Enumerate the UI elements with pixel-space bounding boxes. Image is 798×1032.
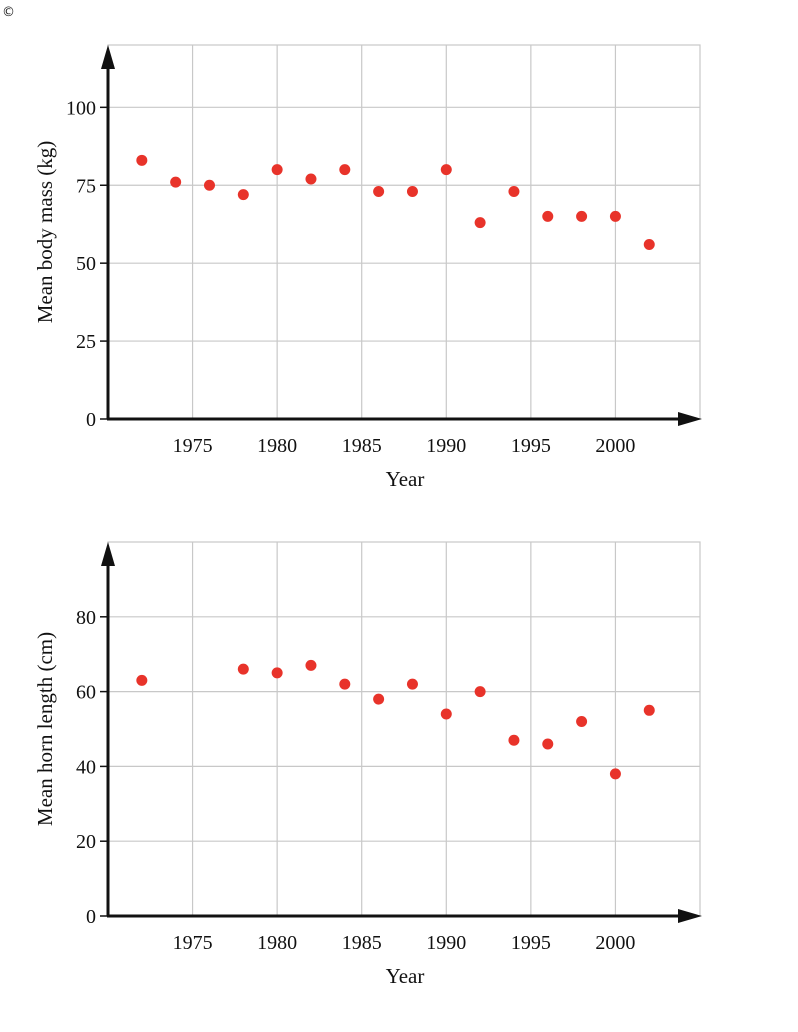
mass-data-point — [203, 179, 215, 191]
horn-x-axis-label: Year — [386, 964, 425, 988]
horn-x-tick-label: 2000 — [595, 932, 635, 954]
mass-y-tick-label: 75 — [76, 175, 96, 197]
horn-data-point — [271, 667, 283, 679]
horn-y-tick-label: 0 — [86, 906, 96, 928]
mass-data-point — [271, 164, 283, 176]
horn-x-tick-label: 1975 — [173, 932, 213, 954]
horn-x-axis-arrow — [678, 909, 702, 923]
horn-length-chart: 1975 1980 1985 1990 1995 2000 0 20 40 60 80 Year Mea… — [33, 541, 702, 988]
mass-grid-frame — [107, 44, 701, 420]
horn-data-point — [609, 768, 621, 780]
horn-y-tick-label: 40 — [76, 756, 96, 778]
horn-data-point — [643, 704, 655, 716]
copyright-symbol: © — [2, 5, 15, 20]
horn-y-axis-label: Mean horn length (cm) — [33, 632, 57, 826]
mass-data-point — [305, 173, 317, 185]
horn-data-point — [136, 674, 148, 686]
mass-x-tick-label: 1985 — [342, 435, 382, 457]
mass-data-point — [542, 210, 554, 222]
mass-data-point — [136, 154, 148, 166]
mass-x-tick-label: 1980 — [257, 435, 297, 457]
mass-data-point — [373, 185, 385, 197]
horn-y-axis-arrow — [101, 542, 115, 566]
horn-x-tick-label: 1990 — [426, 932, 466, 954]
mass-data-point — [576, 210, 588, 222]
horn-y-tick-label: 60 — [76, 682, 96, 704]
mass-data-point — [339, 164, 351, 176]
mass-x-tick-label: 1975 — [173, 435, 213, 457]
mass-data-point — [170, 176, 182, 188]
mass-data-point — [237, 189, 249, 201]
horn-grid-frame — [107, 541, 701, 917]
horn-data-point — [508, 734, 520, 746]
mass-data-point — [508, 185, 520, 197]
horn-data-point — [542, 738, 554, 750]
mass-data-point — [643, 238, 655, 250]
horn-y-tick-label: 20 — [76, 831, 96, 853]
horn-data-point — [373, 693, 385, 705]
horn-x-tick-label: 1980 — [257, 932, 297, 954]
horn-data-point — [440, 708, 452, 720]
mass-x-tick-label: 1990 — [426, 435, 466, 457]
body-mass-chart: 1975 1980 1985 1990 1995 2000 0 25 50 75 100 Year Me… — [33, 44, 702, 491]
horn-data-point — [339, 678, 351, 690]
mass-data-point — [474, 217, 486, 229]
mass-x-axis-label: Year — [386, 467, 425, 491]
horn-x-tick-label: 1995 — [511, 932, 551, 954]
horn-data-point — [474, 686, 486, 698]
mass-x-axis-arrow — [678, 412, 702, 426]
mass-x-tick-label: 1995 — [511, 435, 551, 457]
mass-data-point — [609, 210, 621, 222]
mass-y-tick-label: 100 — [66, 97, 96, 119]
horn-data-point — [305, 659, 317, 671]
horn-y-tick-label: 80 — [76, 607, 96, 629]
mass-y-axis-arrow — [101, 45, 115, 69]
mass-data-point — [440, 164, 452, 176]
mass-y-tick-label: 0 — [86, 409, 96, 431]
mass-y-tick-label: 25 — [76, 331, 96, 353]
horn-x-tick-label: 1985 — [342, 932, 382, 954]
mass-y-tick-label: 50 — [76, 253, 96, 275]
horn-data-point — [576, 716, 588, 728]
mass-x-tick-label: 2000 — [595, 435, 635, 457]
mass-y-axis-label: Mean body mass (kg) — [33, 141, 57, 324]
mass-data-point — [406, 185, 418, 197]
horn-data-point — [237, 663, 249, 675]
horn-data-point — [406, 678, 418, 690]
